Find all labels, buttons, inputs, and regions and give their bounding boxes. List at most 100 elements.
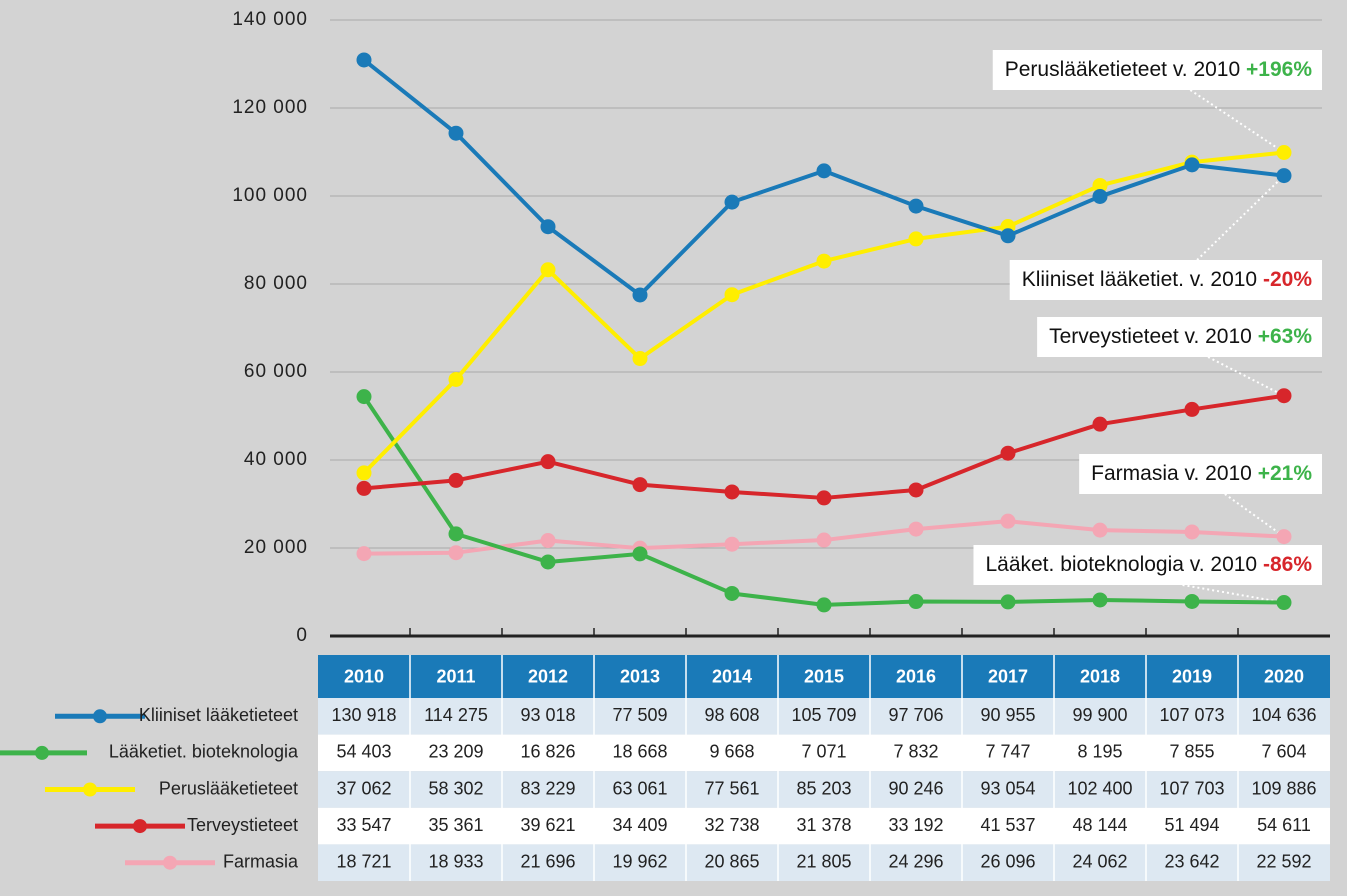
series-line xyxy=(362,150,1285,475)
series-point xyxy=(356,480,372,496)
table-cell: 54 611 xyxy=(1257,815,1311,835)
annotation-connector xyxy=(1196,174,1285,261)
series-point xyxy=(1276,168,1292,184)
series-point xyxy=(1276,388,1292,404)
table-cell: 18 721 xyxy=(336,851,391,871)
series-point xyxy=(540,219,556,235)
annotation-box xyxy=(1079,454,1322,494)
series-point xyxy=(1000,594,1016,610)
y-tick-label: 40 000 xyxy=(244,449,308,470)
legend-label: Farmasia xyxy=(223,851,299,871)
series-point xyxy=(1184,401,1200,417)
table-cell: 7 747 xyxy=(985,742,1030,762)
legend-label: Lääketiet. bioteknologia xyxy=(109,742,299,762)
legend-dot xyxy=(93,709,107,724)
y-tick-label: 120 000 xyxy=(232,97,308,118)
table-cell: 7 832 xyxy=(893,742,938,762)
table-year: 2013 xyxy=(620,666,660,686)
annotation-box xyxy=(992,50,1322,90)
series-point xyxy=(816,253,832,269)
table-cell: 37 062 xyxy=(336,778,391,798)
table-cell: 90 246 xyxy=(888,778,943,798)
table-year: 2010 xyxy=(344,666,384,686)
annotation: Farmasia v. 2010 +21% xyxy=(1079,454,1322,494)
series-point xyxy=(632,287,648,303)
table-cell: 23 642 xyxy=(1164,851,1219,871)
table-cell: 41 537 xyxy=(980,815,1035,835)
annotation-text: Farmasia v. 2010 +21% xyxy=(1091,462,1312,485)
series-point xyxy=(356,389,372,405)
annotation-connector xyxy=(1189,89,1285,154)
table-header-bg xyxy=(318,655,1330,698)
table-cell: 98 608 xyxy=(704,705,759,725)
annotation-text: Kliiniset lääketiet. v. 2010 -20% xyxy=(1022,268,1313,291)
series-point xyxy=(1184,593,1200,609)
series-point xyxy=(448,125,464,141)
table-cell: 24 062 xyxy=(1072,851,1127,871)
table-cell: 130 918 xyxy=(331,705,396,725)
series-point xyxy=(540,554,556,570)
legend-label: Kliiniset lääketieteet xyxy=(139,705,298,725)
table-cell: 77 561 xyxy=(704,778,759,798)
table-year: 2017 xyxy=(988,666,1028,686)
table-year: 2018 xyxy=(1080,666,1120,686)
annotation-connector xyxy=(1207,356,1285,397)
table-year: 2016 xyxy=(896,666,936,686)
table-cell: 33 192 xyxy=(888,815,943,835)
series-point xyxy=(1092,177,1108,193)
annotation-change: +21% xyxy=(1258,462,1313,485)
table-cell: 8 195 xyxy=(1077,742,1122,762)
series-point xyxy=(632,546,648,562)
series-point xyxy=(540,262,556,278)
annotation-change: +63% xyxy=(1258,325,1313,348)
series-point xyxy=(908,482,924,498)
table-row-bg xyxy=(318,771,1330,808)
annotation-connector xyxy=(1182,584,1285,604)
series-point xyxy=(724,536,740,552)
series-point xyxy=(908,594,924,610)
table-row-bg xyxy=(318,698,1330,735)
series-point xyxy=(816,490,832,506)
table-cell: 107 073 xyxy=(1159,705,1224,725)
table-cell: 48 144 xyxy=(1072,815,1127,835)
series-point xyxy=(816,532,832,548)
table-cell: 109 886 xyxy=(1251,778,1316,798)
series-point xyxy=(356,465,372,481)
table-cell: 63 061 xyxy=(612,778,667,798)
annotation-text: Lääket. bioteknologia v. 2010 -86% xyxy=(985,553,1312,576)
series-point xyxy=(1092,592,1108,608)
table-row-bg xyxy=(318,844,1330,881)
annotation-change: -86% xyxy=(1263,553,1312,576)
series-point xyxy=(356,52,372,68)
table-cell: 99 900 xyxy=(1072,705,1127,725)
series-point xyxy=(724,287,740,303)
table-cell: 24 296 xyxy=(888,851,943,871)
annotation-text: Peruslääketieteet v. 2010 +196% xyxy=(1005,58,1313,81)
series-point xyxy=(540,533,556,549)
table-cell: 83 229 xyxy=(520,778,575,798)
y-tick-label: 0 xyxy=(296,625,308,646)
table-cell: 23 209 xyxy=(428,742,483,762)
series-point xyxy=(448,371,464,387)
annotation-label: Kliiniset lääketiet. v. 2010 xyxy=(1022,268,1257,291)
annotation-box xyxy=(1009,260,1322,300)
table-year: 2020 xyxy=(1264,666,1304,686)
legend-dot xyxy=(35,745,49,760)
table-cell: 7 604 xyxy=(1261,742,1306,762)
legend-dot xyxy=(163,855,177,870)
series-point xyxy=(1184,524,1200,540)
annotation-box xyxy=(973,545,1322,585)
annotation-change: -20% xyxy=(1263,268,1312,291)
table-year: 2012 xyxy=(528,666,568,686)
table-cell: 114 275 xyxy=(424,705,488,725)
series-point xyxy=(540,454,556,470)
table-cell: 107 703 xyxy=(1159,778,1224,798)
table-cell: 22 592 xyxy=(1256,851,1311,871)
table-cell: 7 855 xyxy=(1169,742,1214,762)
table-cell: 19 962 xyxy=(612,851,667,871)
y-tick-label: 100 000 xyxy=(232,185,308,206)
series-point xyxy=(1092,416,1108,432)
series-point xyxy=(448,472,464,488)
annotation-label: Farmasia v. 2010 xyxy=(1091,462,1252,485)
annotation: Peruslääketieteet v. 2010 +196% xyxy=(992,50,1322,90)
